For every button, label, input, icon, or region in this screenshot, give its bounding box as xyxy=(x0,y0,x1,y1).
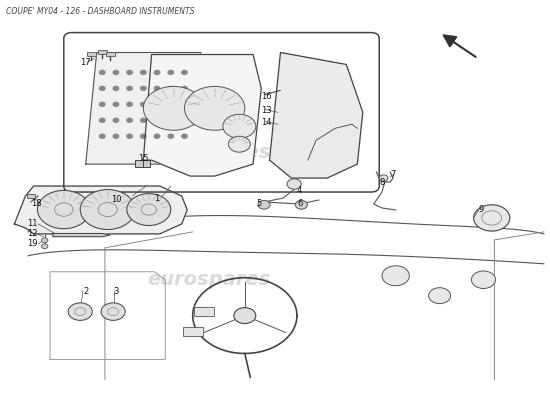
Circle shape xyxy=(223,114,256,138)
Text: 15: 15 xyxy=(138,154,149,163)
Circle shape xyxy=(474,205,510,231)
Circle shape xyxy=(182,86,187,90)
Circle shape xyxy=(234,308,256,324)
Text: 12: 12 xyxy=(28,229,38,238)
Text: 14: 14 xyxy=(261,118,272,127)
Bar xyxy=(106,52,115,56)
Circle shape xyxy=(127,70,133,74)
Text: 7: 7 xyxy=(390,170,395,178)
Circle shape xyxy=(113,102,119,106)
Circle shape xyxy=(100,86,105,90)
Text: 1: 1 xyxy=(155,194,159,202)
Circle shape xyxy=(379,175,388,181)
Polygon shape xyxy=(14,186,187,234)
Bar xyxy=(87,52,96,56)
Text: 8: 8 xyxy=(379,178,384,186)
Circle shape xyxy=(155,134,160,138)
Polygon shape xyxy=(86,52,201,164)
Text: 4: 4 xyxy=(297,186,302,194)
Circle shape xyxy=(100,118,105,122)
Circle shape xyxy=(382,266,409,286)
Circle shape xyxy=(113,86,119,90)
Circle shape xyxy=(258,200,270,209)
Circle shape xyxy=(100,102,105,106)
Text: 10: 10 xyxy=(111,196,121,204)
Polygon shape xyxy=(53,234,111,237)
Bar xyxy=(194,307,213,316)
Circle shape xyxy=(41,238,48,243)
Circle shape xyxy=(182,118,187,122)
Circle shape xyxy=(141,102,146,106)
Circle shape xyxy=(295,200,307,209)
Circle shape xyxy=(141,70,146,74)
Circle shape xyxy=(127,194,170,226)
Circle shape xyxy=(168,70,173,74)
Circle shape xyxy=(41,244,48,249)
Circle shape xyxy=(168,86,173,90)
Circle shape xyxy=(113,134,119,138)
Text: eurospares: eurospares xyxy=(147,270,271,289)
Circle shape xyxy=(182,134,187,138)
Circle shape xyxy=(428,288,450,304)
Circle shape xyxy=(182,70,187,74)
Polygon shape xyxy=(270,52,363,178)
Circle shape xyxy=(100,70,105,74)
Text: 11: 11 xyxy=(28,220,38,228)
Circle shape xyxy=(100,134,105,138)
Circle shape xyxy=(141,134,146,138)
Circle shape xyxy=(287,179,301,189)
Text: 13: 13 xyxy=(261,106,272,115)
Circle shape xyxy=(113,70,119,74)
Text: 5: 5 xyxy=(256,200,261,208)
Circle shape xyxy=(168,102,173,106)
Circle shape xyxy=(155,102,160,106)
Circle shape xyxy=(141,86,146,90)
Text: 9: 9 xyxy=(478,206,483,214)
Circle shape xyxy=(168,134,173,138)
Text: eurospares: eurospares xyxy=(147,143,271,162)
Text: 6: 6 xyxy=(297,200,302,208)
Circle shape xyxy=(155,70,160,74)
Circle shape xyxy=(68,303,92,320)
Circle shape xyxy=(127,102,133,106)
Circle shape xyxy=(155,118,160,122)
Text: 2: 2 xyxy=(83,287,89,296)
Circle shape xyxy=(144,86,204,130)
Text: 18: 18 xyxy=(31,200,42,208)
Circle shape xyxy=(168,118,173,122)
Text: 17: 17 xyxy=(80,58,91,67)
Bar xyxy=(183,327,202,336)
Circle shape xyxy=(127,118,133,122)
Circle shape xyxy=(228,136,250,152)
Text: 19: 19 xyxy=(28,239,38,248)
Text: COUPE' MY04 - 126 - DASHBOARD INSTRUMENTS: COUPE' MY04 - 126 - DASHBOARD INSTRUMENT… xyxy=(6,7,195,16)
Text: 3: 3 xyxy=(113,287,119,296)
Circle shape xyxy=(127,86,133,90)
Circle shape xyxy=(127,134,133,138)
Bar xyxy=(98,50,107,54)
Circle shape xyxy=(80,190,135,230)
Circle shape xyxy=(182,102,187,106)
Circle shape xyxy=(184,86,245,130)
Text: 16: 16 xyxy=(261,92,272,101)
Circle shape xyxy=(155,86,160,90)
Circle shape xyxy=(101,303,125,320)
Circle shape xyxy=(471,271,496,288)
Circle shape xyxy=(113,118,119,122)
Bar xyxy=(135,160,151,167)
Circle shape xyxy=(141,118,146,122)
Bar xyxy=(27,194,35,198)
Polygon shape xyxy=(144,54,261,176)
Circle shape xyxy=(37,190,90,229)
